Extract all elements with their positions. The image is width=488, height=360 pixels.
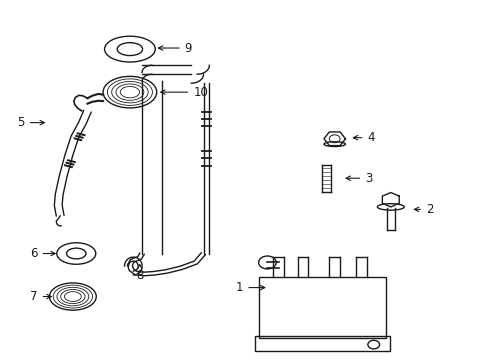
Text: 2: 2 bbox=[413, 203, 433, 216]
Text: 7: 7 bbox=[30, 290, 51, 303]
Bar bbox=[255, 336, 389, 351]
Text: 6: 6 bbox=[30, 247, 55, 260]
Text: 10: 10 bbox=[161, 86, 207, 99]
Text: 3: 3 bbox=[346, 172, 372, 185]
Text: 9: 9 bbox=[158, 41, 192, 54]
Text: 1: 1 bbox=[235, 281, 264, 294]
Bar bbox=[259, 277, 385, 338]
Text: 8: 8 bbox=[136, 265, 143, 282]
Text: 4: 4 bbox=[353, 131, 374, 144]
Text: 5: 5 bbox=[18, 116, 44, 129]
